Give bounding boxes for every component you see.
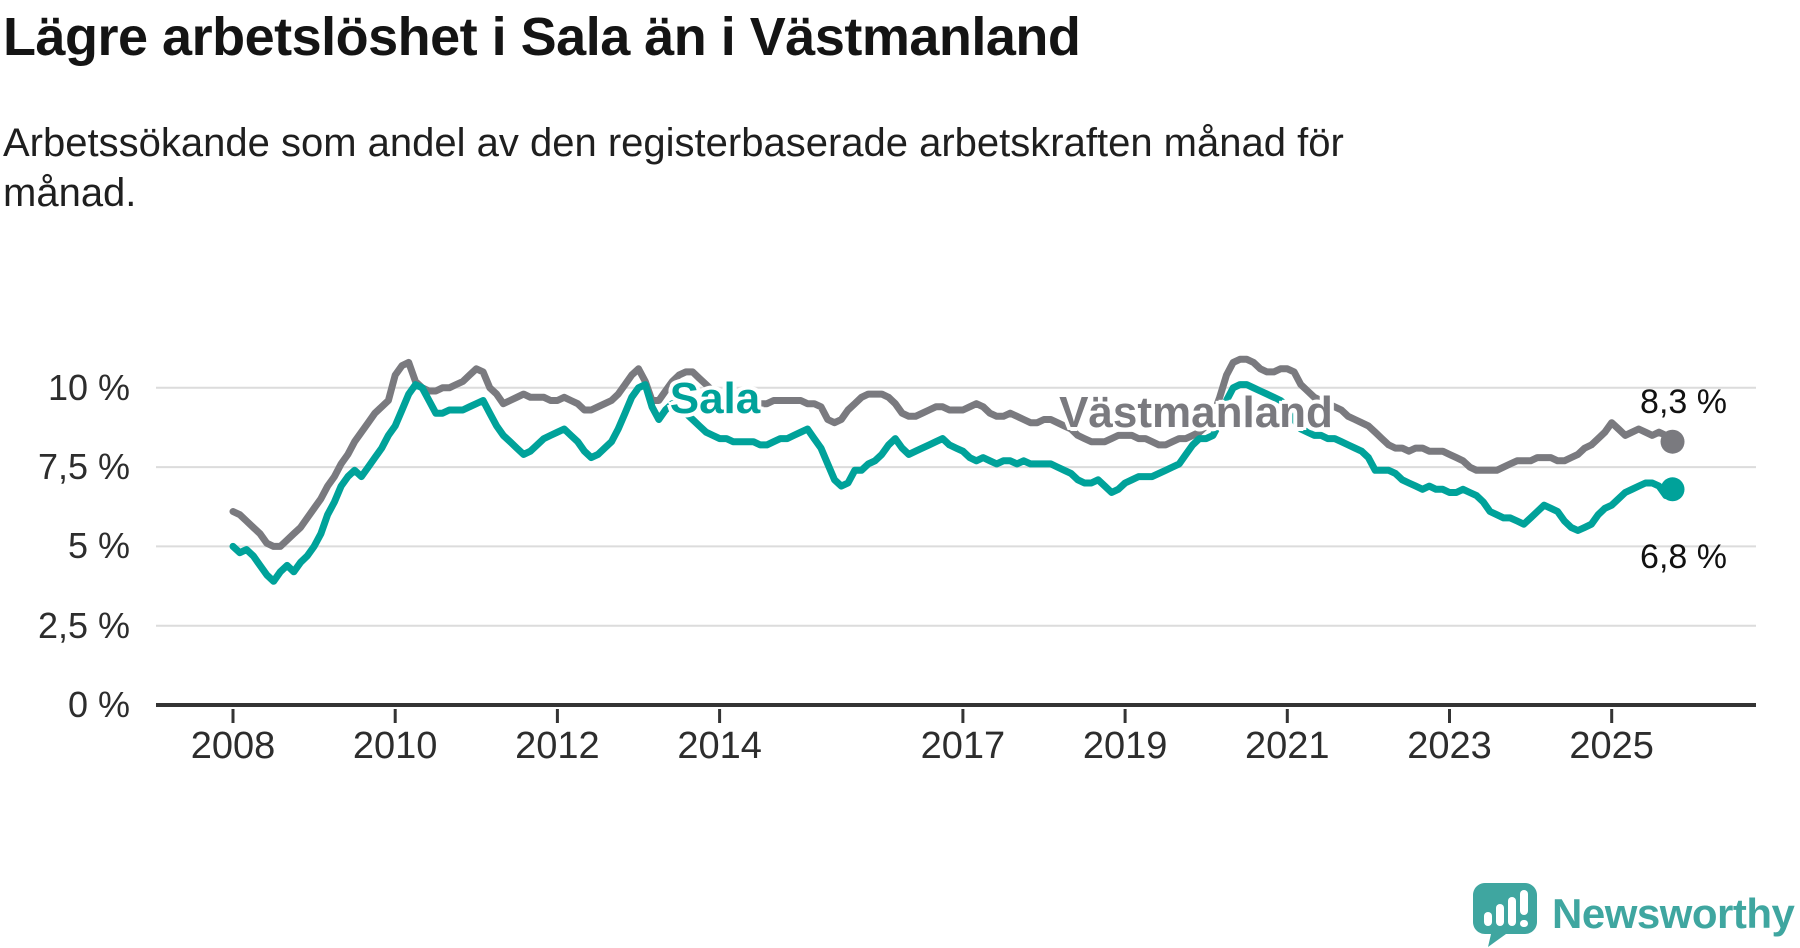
series-end-dot-vastmanland [1660, 429, 1685, 454]
x-axis-label: 2014 [677, 725, 762, 767]
newsworthy-logo-icon [1473, 883, 1537, 947]
x-axis-label: 2025 [1569, 725, 1654, 767]
y-axis-label: 5 % [67, 525, 130, 567]
x-axis-label: 2019 [1082, 725, 1168, 767]
x-axis-label: 2023 [1407, 725, 1492, 767]
series-label-sala: Sala [669, 374, 761, 423]
series-line-vastmanland [229, 355, 1676, 550]
end-value-label-sala: 6,8 % [1640, 538, 1727, 576]
series-label-vastmanland: Västmanland [1059, 388, 1333, 437]
x-axis-label: 2010 [352, 725, 438, 767]
series-line-sala [229, 381, 1676, 585]
y-axis-label: 10 % [47, 366, 130, 408]
newsworthy-logo-text: Newsworthy [1552, 889, 1795, 937]
subtitle-line-2: månad. [3, 171, 137, 215]
x-axis-label: 2017 [920, 725, 1006, 767]
y-axis-label: 0 % [67, 684, 130, 725]
series-end-dot-sala [1660, 477, 1685, 502]
page-title: Lägre arbetslöshet i Sala än i Västmanla… [3, 7, 1081, 67]
x-axis-label: 2008 [190, 725, 276, 767]
chart-subtitle: Arbetssökande som andel av den registerb… [3, 118, 1344, 218]
subtitle-line-1: Arbetssökande som andel av den registerb… [3, 121, 1344, 165]
x-axis-label: 2021 [1245, 725, 1330, 767]
y-axis-label: 7,5 % [37, 446, 130, 488]
newsworthy-logo[interactable]: Newsworthy [1470, 879, 1796, 948]
x-axis-label: 2012 [515, 725, 600, 767]
y-axis-label: 2,5 % [37, 604, 130, 646]
end-value-label-vastmanland: 8,3 % [1640, 383, 1727, 421]
